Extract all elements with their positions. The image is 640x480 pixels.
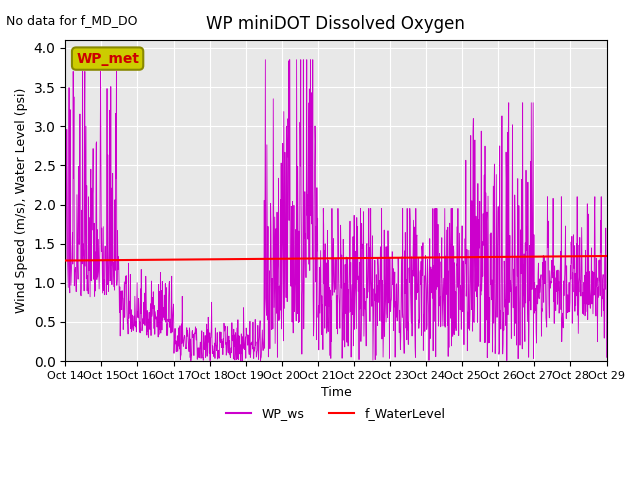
Legend: WP_ws, f_WaterLevel: WP_ws, f_WaterLevel	[221, 403, 451, 425]
X-axis label: Time: Time	[321, 386, 351, 399]
Y-axis label: Wind Speed (m/s), Water Level (psi): Wind Speed (m/s), Water Level (psi)	[15, 88, 28, 313]
Text: WP_met: WP_met	[76, 51, 139, 66]
Text: No data for f_MD_DO: No data for f_MD_DO	[6, 14, 138, 27]
Title: WP miniDOT Dissolved Oxygen: WP miniDOT Dissolved Oxygen	[207, 15, 465, 33]
